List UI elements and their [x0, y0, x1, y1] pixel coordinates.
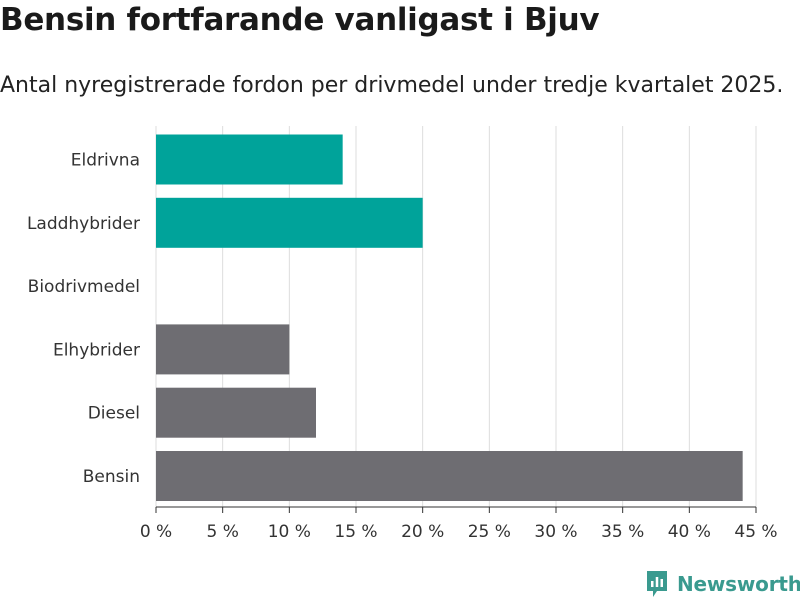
x-tick-label: 25 %	[468, 522, 511, 542]
x-axis: 0 % 5 % 10 % 15 % 20 % 25 % 30 % 35 % 40 % 45 %	[140, 506, 778, 542]
newsworthy-logo-icon	[647, 571, 667, 597]
category-label-elhybrider: Elhybrider	[53, 340, 140, 360]
chart-title: Bensin fortfarande vanligast i Bjuv	[0, 2, 600, 38]
bar-diesel	[156, 387, 316, 438]
category-label-laddhybrider: Laddhybrider	[27, 214, 140, 234]
gridlines	[155, 126, 757, 507]
x-tick-label: 30 %	[534, 522, 577, 542]
x-tick-label: 5 %	[206, 522, 238, 542]
category-labels: Eldrivna Laddhybrider Biodrivmedel Elhybrid…	[27, 151, 140, 488]
chart-subtitle: Antal nyregistrerade fordon per drivmede…	[0, 73, 784, 98]
category-label-eldrivna: Eldrivna	[71, 151, 140, 171]
x-tick-label: 45 %	[734, 522, 777, 542]
x-tick-label: 35 %	[601, 522, 644, 542]
x-tick-label: 15 %	[334, 522, 377, 542]
category-label-biodrivmedel: Biodrivmedel	[28, 277, 140, 297]
x-tick-label: 10 %	[268, 522, 311, 542]
x-tick-label: 0 %	[140, 522, 172, 542]
category-label-diesel: Diesel	[88, 404, 140, 424]
bar-eldrivna	[156, 134, 343, 185]
x-tick-label: 40 %	[668, 522, 711, 542]
bars	[156, 134, 743, 501]
bar-elhybrider	[156, 324, 290, 375]
bar-chart: 0 % 5 % 10 % 15 % 20 % 25 % 30 % 35 % 40 % 45 % E…	[27, 126, 778, 542]
x-tick-label: 20 %	[401, 522, 444, 542]
newsworthy-logo: Newsworthy	[645, 569, 800, 599]
category-label-bensin: Bensin	[83, 467, 140, 487]
bar-laddhybrider	[156, 197, 423, 248]
bar-bensin	[156, 451, 743, 501]
newsworthy-logo-text: Newsworthy	[677, 572, 800, 596]
